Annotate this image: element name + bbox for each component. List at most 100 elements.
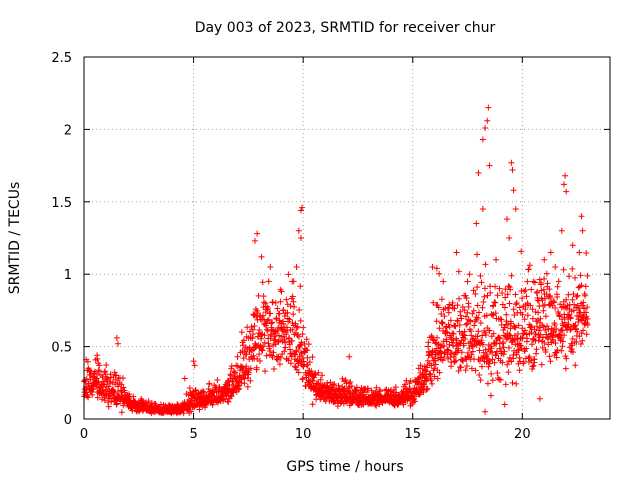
data-point — [552, 305, 559, 312]
data-point — [364, 385, 371, 392]
data-point — [561, 332, 568, 339]
data-point — [120, 384, 127, 391]
data-point — [476, 309, 483, 316]
data-point — [281, 348, 288, 355]
data-point — [295, 227, 302, 234]
data-point — [507, 325, 514, 332]
data-point — [273, 315, 280, 322]
data-point — [494, 370, 501, 377]
data-point — [547, 294, 554, 301]
data-point — [469, 343, 476, 350]
data-point — [113, 334, 120, 341]
data-point — [541, 302, 548, 309]
data-point — [521, 288, 528, 295]
data-point — [425, 339, 432, 346]
data-point — [251, 322, 258, 329]
data-point — [584, 304, 591, 311]
data-point — [516, 367, 523, 374]
data-point — [393, 389, 400, 396]
data-point — [458, 315, 465, 322]
data-point — [295, 333, 302, 340]
data-point — [462, 336, 469, 343]
data-point — [484, 380, 491, 387]
data-point — [259, 312, 266, 319]
data-point — [295, 369, 302, 376]
data-point — [432, 361, 439, 368]
y-tick-label: 0 — [64, 413, 72, 428]
data-point — [506, 344, 513, 351]
data-point — [503, 311, 510, 318]
data-point — [377, 388, 384, 395]
data-point — [258, 253, 265, 260]
data-point — [241, 375, 248, 382]
data-point — [266, 343, 273, 350]
data-point — [363, 389, 370, 396]
data-point — [499, 290, 506, 297]
data-point — [236, 385, 243, 392]
data-point — [504, 291, 511, 298]
data-point — [565, 321, 572, 328]
data-point — [486, 360, 493, 367]
data-point — [558, 347, 565, 354]
data-point — [429, 380, 436, 387]
data-point — [552, 263, 559, 270]
data-point — [281, 336, 288, 343]
data-point — [538, 280, 545, 287]
data-point — [519, 295, 526, 302]
data-point — [506, 354, 513, 361]
data-point — [584, 272, 591, 279]
data-point — [576, 333, 583, 340]
data-point — [259, 279, 266, 286]
data-point — [558, 326, 565, 333]
data-point — [582, 283, 589, 290]
data-point — [292, 363, 299, 370]
data-point — [569, 242, 576, 249]
data-point — [505, 358, 512, 365]
data-point — [547, 249, 554, 256]
data-point — [535, 309, 542, 316]
data-point — [429, 263, 436, 270]
data-point — [188, 408, 195, 415]
data-point — [573, 339, 580, 346]
data-point — [510, 306, 517, 313]
data-point — [435, 304, 442, 311]
data-point — [469, 348, 476, 355]
data-point — [436, 270, 443, 277]
data-point — [373, 384, 380, 391]
data-point — [477, 272, 484, 279]
data-point — [240, 337, 247, 344]
data-point — [504, 361, 511, 368]
data-point — [523, 293, 530, 300]
data-point — [565, 291, 572, 298]
data-point — [234, 353, 241, 360]
data-point — [289, 319, 296, 326]
data-point — [545, 326, 552, 333]
data-point — [515, 346, 522, 353]
data-point — [460, 331, 467, 338]
data-point — [485, 363, 492, 370]
data-point — [512, 301, 519, 308]
data-point — [479, 332, 486, 339]
data-point — [479, 206, 486, 213]
data-point — [432, 340, 439, 347]
data-point — [472, 318, 479, 325]
data-point — [446, 323, 453, 330]
data-point — [493, 256, 500, 263]
data-point — [497, 335, 504, 342]
data-point — [421, 383, 428, 390]
data-point — [475, 328, 482, 335]
data-point — [553, 354, 560, 361]
data-point — [558, 227, 565, 234]
data-point — [293, 347, 300, 354]
data-point — [462, 313, 469, 320]
data-point — [94, 352, 101, 359]
data-point — [319, 372, 326, 379]
data-point — [512, 291, 519, 298]
data-point — [535, 337, 542, 344]
data-point — [267, 310, 274, 317]
data-point — [258, 335, 265, 342]
data-point — [118, 409, 125, 416]
y-axis-label: SRMTID / TECUs — [7, 182, 23, 295]
y-tick-label: 1 — [64, 268, 72, 283]
data-point — [502, 294, 509, 301]
